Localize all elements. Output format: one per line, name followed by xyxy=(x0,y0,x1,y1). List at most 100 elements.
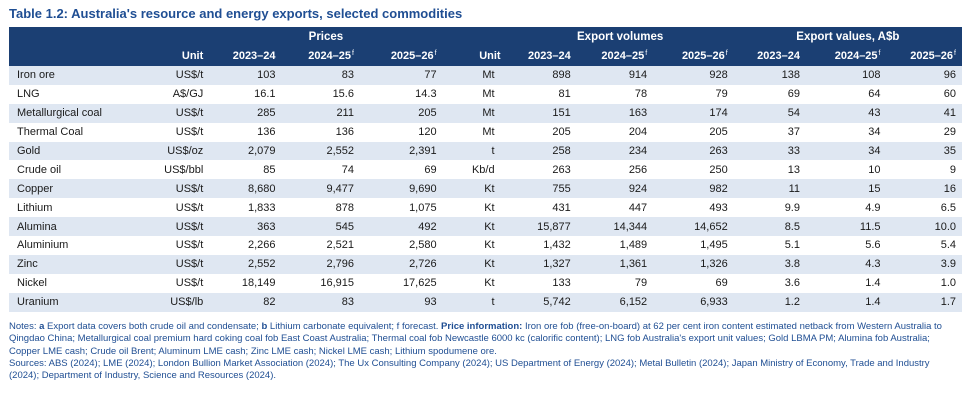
volume-2024-25: 234 xyxy=(576,141,654,161)
price-2025-26: 14.3 xyxy=(359,84,443,104)
price-2024-25: 2,552 xyxy=(281,141,360,161)
commodity-name: Iron ore xyxy=(9,66,133,85)
column-header-year: 2024–25f xyxy=(576,46,654,66)
value-2023-24: 37 xyxy=(733,122,806,142)
table-row: Nickel US$/t 18,149 16,915 17,625 Kt 133 79 69 3.… xyxy=(9,273,962,293)
commodity-name: Thermal Coal xyxy=(9,122,133,142)
value-2025-26: 10.0 xyxy=(886,217,962,237)
commodity-name: Lithium xyxy=(9,198,133,218)
value-2023-24: 138 xyxy=(733,66,806,85)
volume-2023-24: 15,877 xyxy=(506,217,577,237)
price-unit: US$/t xyxy=(132,103,210,123)
volume-2023-24: 151 xyxy=(506,103,577,123)
price-2023-24: 2,079 xyxy=(209,141,282,161)
column-header-commodity xyxy=(9,46,133,66)
volume-2024-25: 256 xyxy=(576,160,654,180)
price-2023-24: 103 xyxy=(209,66,282,85)
group-header-blank xyxy=(132,27,210,46)
volume-2025-26: 205 xyxy=(653,122,734,142)
price-2023-24: 1,833 xyxy=(209,198,282,218)
price-unit: US$/oz xyxy=(132,141,210,161)
volume-unit: Kt xyxy=(442,217,507,237)
value-2023-24: 3.6 xyxy=(733,273,806,293)
value-2023-24: 13 xyxy=(733,160,806,180)
volume-2024-25: 447 xyxy=(576,198,654,218)
value-2023-24: 9.9 xyxy=(733,198,806,218)
value-2023-24: 5.1 xyxy=(733,236,806,255)
table-row: Metallurgical coal US$/t 285 211 205 Mt 151 163… xyxy=(9,103,962,123)
volume-2025-26: 1,326 xyxy=(653,254,734,274)
commodity-name: Nickel xyxy=(9,273,133,293)
price-unit: US$/t xyxy=(132,66,210,85)
price-2025-26: 69 xyxy=(359,160,443,180)
value-2025-26: 1.0 xyxy=(886,273,962,293)
value-2024-25: 15 xyxy=(805,179,887,199)
group-header-values: Export values, A$b xyxy=(733,27,962,46)
volume-2024-25: 6,152 xyxy=(576,292,654,312)
volume-2023-24: 133 xyxy=(506,273,577,293)
value-2024-25: 34 xyxy=(805,122,887,142)
commodity-name: Crude oil xyxy=(9,160,133,180)
volume-2024-25: 914 xyxy=(576,66,654,85)
price-2024-25: 211 xyxy=(281,103,360,123)
price-2024-25: 136 xyxy=(281,122,360,142)
volume-unit: t xyxy=(442,292,507,312)
commodity-name: LNG xyxy=(9,84,133,104)
price-2024-25: 545 xyxy=(281,217,360,237)
volume-2025-26: 69 xyxy=(653,273,734,293)
value-2024-25: 43 xyxy=(805,103,887,123)
price-2025-26: 492 xyxy=(359,217,443,237)
value-2025-26: 29 xyxy=(886,122,962,142)
price-unit: US$/t xyxy=(132,236,210,255)
table-row: LNG A$/GJ 16.1 15.6 14.3 Mt 81 78 79 69 64 60 xyxy=(9,84,962,104)
value-2025-26: 16 xyxy=(886,179,962,199)
column-header-year: 2024–25f xyxy=(281,46,360,66)
volume-unit: t xyxy=(442,141,507,161)
volume-2023-24: 263 xyxy=(506,160,577,180)
volume-2023-24: 1,432 xyxy=(506,236,577,255)
price-2023-24: 82 xyxy=(209,292,282,312)
value-2023-24: 8.5 xyxy=(733,217,806,237)
value-2023-24: 11 xyxy=(733,179,806,199)
volume-unit: Kt xyxy=(442,236,507,255)
commodity-name: Metallurgical coal xyxy=(9,103,133,123)
volume-2025-26: 982 xyxy=(653,179,734,199)
table-row: Thermal Coal US$/t 136 136 120 Mt 205 204 205 37 3… xyxy=(9,122,962,142)
price-unit: US$/t xyxy=(132,179,210,199)
value-2024-25: 4.3 xyxy=(805,254,887,274)
value-2023-24: 3.8 xyxy=(733,254,806,274)
column-header-year: 2023–24 xyxy=(733,46,806,66)
sources-paragraph: Sources: ABS (2024); LME (2024); London … xyxy=(9,357,930,382)
group-header-volumes: Export volumes xyxy=(506,27,734,46)
volume-2023-24: 1,327 xyxy=(506,254,577,274)
table-body: Iron ore US$/t 103 83 77 Mt 898 914 928 138 108 96 L… xyxy=(9,66,962,312)
price-2025-26: 93 xyxy=(359,292,443,312)
price-2025-26: 1,075 xyxy=(359,198,443,218)
value-2025-26: 3.9 xyxy=(886,254,962,274)
price-2025-26: 77 xyxy=(359,66,443,85)
table-title: Table 1.2: Australia's resource and ener… xyxy=(9,6,463,21)
volume-2025-26: 79 xyxy=(653,84,734,104)
volume-unit: Mt xyxy=(442,103,507,123)
volume-2024-25: 1,361 xyxy=(576,254,654,274)
value-2023-24: 54 xyxy=(733,103,806,123)
price-2023-24: 85 xyxy=(209,160,282,180)
value-2025-26: 60 xyxy=(886,84,962,104)
notes-paragraph: Notes: a Export data covers both crude o… xyxy=(9,321,942,357)
price-unit: US$/t xyxy=(132,198,210,218)
volume-2024-25: 1,489 xyxy=(576,236,654,255)
volume-unit: Kt xyxy=(442,198,507,218)
volume-2024-25: 78 xyxy=(576,84,654,104)
price-2025-26: 2,726 xyxy=(359,254,443,274)
volume-2023-24: 81 xyxy=(506,84,577,104)
price-unit: US$/t xyxy=(132,217,210,237)
value-2025-26: 41 xyxy=(886,103,962,123)
value-2023-24: 69 xyxy=(733,84,806,104)
commodity-name: Uranium xyxy=(9,292,133,312)
volume-2023-24: 205 xyxy=(506,122,577,142)
volume-unit: Mt xyxy=(442,84,507,104)
price-2023-24: 18,149 xyxy=(209,273,282,293)
price-2023-24: 285 xyxy=(209,103,282,123)
price-2025-26: 9,690 xyxy=(359,179,443,199)
price-2025-26: 17,625 xyxy=(359,273,443,293)
